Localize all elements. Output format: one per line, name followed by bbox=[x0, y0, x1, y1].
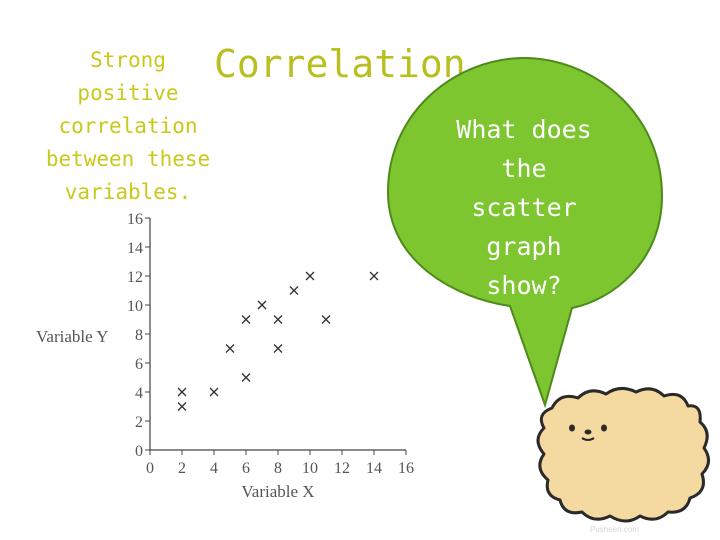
y-tick-label: 12 bbox=[127, 269, 143, 286]
x-tick-label: 10 bbox=[302, 460, 318, 477]
bubble-line: graph bbox=[486, 232, 562, 261]
x-tick-label: 0 bbox=[146, 460, 154, 477]
scatter-point bbox=[289, 286, 299, 295]
caption-line: between these bbox=[45, 147, 211, 171]
scatter-point bbox=[273, 315, 283, 324]
x-tick-label: 14 bbox=[366, 460, 382, 477]
bubble-line: show? bbox=[486, 271, 562, 300]
dog-body bbox=[536, 387, 710, 523]
dog-mouth bbox=[581, 437, 595, 441]
y-tick-label: 10 bbox=[127, 298, 143, 315]
y-tick-label: 16 bbox=[127, 211, 143, 228]
caption-line: correlation bbox=[58, 114, 198, 138]
scatter-point bbox=[177, 402, 187, 411]
y-tick-label: 2 bbox=[135, 414, 143, 431]
scatter-point bbox=[241, 315, 251, 324]
scatter-point bbox=[209, 387, 219, 397]
scatter-point bbox=[225, 344, 235, 353]
scatter-point bbox=[257, 300, 267, 310]
y-tick-label: 14 bbox=[127, 240, 143, 257]
chart-ticks: 0 2 4 6 8 10 12 14 16 0 2 4 6 8 10 12 14 16 bbox=[127, 211, 414, 477]
x-tick-label: 2 bbox=[178, 460, 186, 477]
bubble-line: scatter bbox=[471, 193, 577, 222]
scatter-point bbox=[273, 344, 283, 353]
dog-nose bbox=[584, 429, 592, 435]
x-tick-label: 6 bbox=[242, 460, 250, 477]
dog-eye-left bbox=[569, 424, 575, 432]
scatter-point bbox=[305, 271, 315, 281]
scatter-point bbox=[241, 373, 251, 382]
speech-bubble-text: What does the scatter graph show? bbox=[420, 110, 628, 305]
x-tick-label: 16 bbox=[398, 460, 414, 477]
x-axis-label: Variable X bbox=[241, 482, 314, 501]
y-tick-label: 8 bbox=[135, 327, 143, 344]
scatter-point bbox=[177, 387, 187, 397]
y-tick-label: 4 bbox=[135, 385, 143, 402]
scatter-point bbox=[369, 271, 379, 281]
scatter-point bbox=[321, 315, 331, 324]
speech-bubble-shape bbox=[386, 56, 664, 409]
bubble-line: What does bbox=[456, 115, 592, 144]
bubble-line: the bbox=[501, 154, 547, 183]
credit-text: Pusheen.com bbox=[590, 525, 639, 534]
y-tick-label: 6 bbox=[135, 356, 143, 373]
caption-line: variables. bbox=[64, 180, 192, 204]
x-tick-label: 8 bbox=[274, 460, 282, 477]
dog-eye-right bbox=[601, 424, 607, 432]
page-title: Correlation bbox=[214, 42, 466, 86]
y-tick-label: 0 bbox=[135, 443, 143, 460]
correlation-caption: Strong positive correlation between thes… bbox=[8, 44, 248, 209]
x-tick-label: 12 bbox=[334, 460, 350, 477]
caption-line: positive bbox=[77, 81, 179, 105]
chart-points bbox=[177, 271, 379, 411]
y-axis-label: Variable Y bbox=[36, 327, 109, 346]
x-tick-label: 4 bbox=[210, 460, 218, 477]
caption-line: Strong bbox=[90, 48, 166, 72]
